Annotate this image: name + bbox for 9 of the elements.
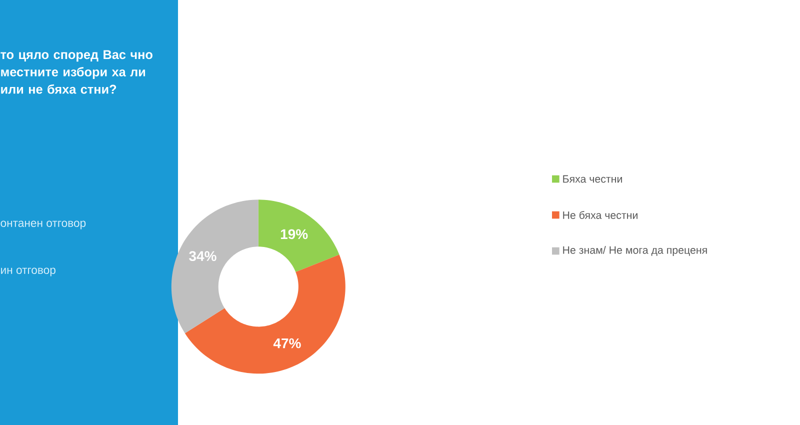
data-label: 19% bbox=[280, 229, 308, 240]
legend-label: Не бяха честни bbox=[563, 211, 638, 219]
text: ин отговор bbox=[1, 268, 56, 276]
legend-label: Бяха честни bbox=[563, 175, 622, 183]
chart-title: то цяло според Вас чно местните избори ха ли или не бяха стни? bbox=[0, 50, 152, 94]
data-label: 47% bbox=[273, 338, 301, 348]
legend-label: Не знам/ Не мога да преценя bbox=[563, 246, 707, 256]
data-label: 34% bbox=[189, 251, 216, 262]
text: онтанен отговор bbox=[0, 220, 86, 230]
